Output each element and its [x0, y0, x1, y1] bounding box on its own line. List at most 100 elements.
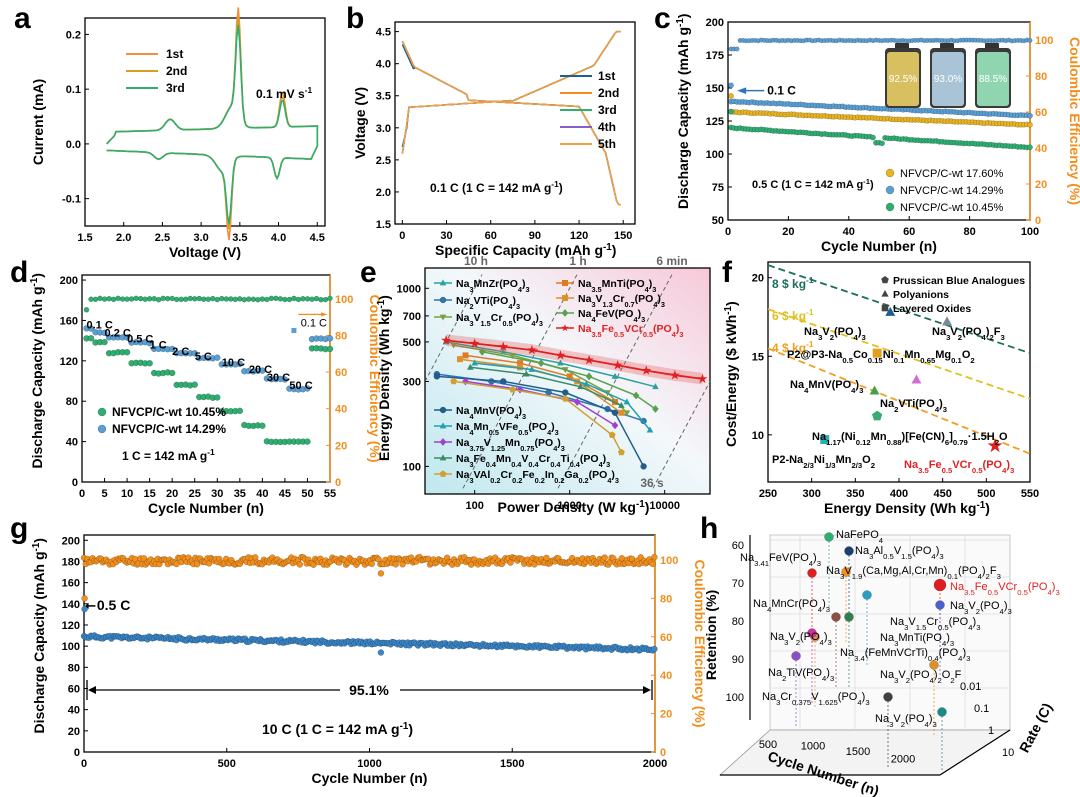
x-tick-label: 15	[144, 488, 156, 500]
y-tick-label: 0	[1035, 215, 1041, 227]
text-span: 0.2	[554, 476, 564, 485]
ce-point	[377, 570, 385, 577]
ragone-point	[462, 352, 469, 359]
ce-point	[88, 296, 94, 302]
y-tick-label: 80	[1035, 71, 1047, 83]
retention-point	[883, 692, 893, 702]
text-span: 0.2	[512, 476, 522, 485]
text-span: )	[824, 631, 828, 643]
capacity-point	[1027, 144, 1033, 151]
ce-point	[101, 296, 108, 302]
text-span: (PO	[1028, 581, 1048, 593]
text-span: -1	[29, 277, 40, 286]
point-label: Na3Cr0.375V1.625(PO4)3	[762, 691, 870, 707]
text-span: 3	[865, 698, 869, 707]
panel-label-a: a	[14, 2, 31, 35]
y-axis-label: Energy Density (Wh kg-1)	[376, 295, 393, 461]
ce-point	[309, 296, 315, 302]
text-span: 4	[633, 315, 638, 324]
legend-marker	[439, 406, 447, 414]
text-span: VCr	[998, 581, 1017, 593]
legend-marker	[439, 422, 447, 429]
y-tick-label: 100	[335, 294, 353, 306]
ce-point	[155, 296, 162, 303]
legend-marker	[439, 470, 447, 477]
y-tick-label: 1000	[397, 283, 421, 295]
text-span: 3	[469, 476, 473, 485]
text-span: V	[844, 565, 852, 577]
x-tick-label: 90	[529, 230, 541, 242]
text-span: Na	[875, 713, 890, 725]
text-span: -1	[31, 542, 42, 551]
ragone-point	[456, 356, 463, 363]
point-label: Na3V1.5Cr0.5(PO4)3	[890, 616, 980, 632]
text-span: )	[855, 379, 859, 391]
ce-point	[137, 295, 144, 302]
text-span: )	[376, 295, 392, 300]
text-span: 4	[925, 720, 930, 729]
text-span: (PO	[834, 326, 854, 338]
text-span: 2	[986, 572, 990, 581]
rate-annotation: 0.5 C	[97, 597, 130, 613]
highlight-point	[555, 350, 566, 360]
text-span: O	[862, 454, 871, 466]
text-span: Na	[578, 293, 592, 305]
text-span: )	[657, 293, 661, 305]
text-span: 2	[830, 333, 834, 342]
x-tick-label: 2000	[643, 758, 667, 770]
text-span: )	[929, 713, 933, 725]
cost-point	[987, 438, 1003, 453]
panel-label-h: h	[700, 512, 719, 545]
text-span: 4	[809, 559, 814, 568]
text-span: 0.5	[988, 588, 999, 597]
text-span: V	[968, 600, 976, 612]
time-label: 1 h	[569, 254, 586, 268]
ragone-point	[611, 372, 619, 379]
x-tick-label: 30	[440, 230, 452, 242]
ragone-point	[450, 377, 457, 385]
text-span: )[Fe(CN)	[902, 431, 946, 443]
arrow-head	[320, 312, 328, 317]
text-span: 3	[904, 623, 908, 632]
text-span: Ni	[814, 454, 825, 466]
text-span: V	[811, 691, 819, 703]
legend-label: Na3.75V1.25Mn0.75(PO4)3	[456, 437, 565, 453]
text-span: 4	[968, 623, 973, 632]
x-axis-label: Cycle Number (n)	[148, 500, 264, 516]
text-span: 3	[869, 552, 873, 561]
text-span: 0.4	[570, 460, 581, 469]
capacity-point	[281, 376, 289, 383]
text-span: 3	[861, 333, 865, 342]
text-span: O	[999, 431, 1008, 443]
text-span: -1	[376, 299, 387, 308]
legend-marker	[885, 168, 895, 178]
time-line	[652, 381, 711, 489]
text-span: 3.4	[854, 654, 865, 663]
ce-point	[178, 296, 184, 303]
text-span: -1	[207, 447, 215, 457]
x-tick-label: 80	[963, 226, 975, 238]
rate-label: 50 C	[289, 380, 312, 392]
x-tick-label: 500	[977, 488, 995, 500]
text-span: Cr	[491, 312, 503, 324]
panel-label-f: f	[722, 256, 732, 289]
x-tick-label: 50	[301, 488, 313, 500]
ce-point	[277, 296, 284, 302]
legend-marker	[291, 328, 297, 334]
ce-point	[187, 295, 193, 302]
ce-point	[264, 296, 270, 303]
text-span: Mn	[871, 431, 887, 443]
text-span: )	[1006, 459, 1010, 471]
text-span: Fe	[602, 323, 614, 335]
text-span: (PO	[513, 312, 532, 324]
ragone-point	[618, 409, 625, 416]
text-span: 3	[539, 319, 543, 328]
text-span: Mg	[935, 349, 951, 361]
point-label: Na3V2(PO4)2O2F	[880, 669, 962, 685]
text-span: 0.65	[920, 356, 936, 365]
capacity-point	[81, 605, 88, 613]
battery-fill	[887, 52, 919, 106]
legend-label: 4th	[598, 120, 616, 134]
text-span: 3	[932, 720, 936, 729]
text-span: 3	[818, 333, 822, 342]
